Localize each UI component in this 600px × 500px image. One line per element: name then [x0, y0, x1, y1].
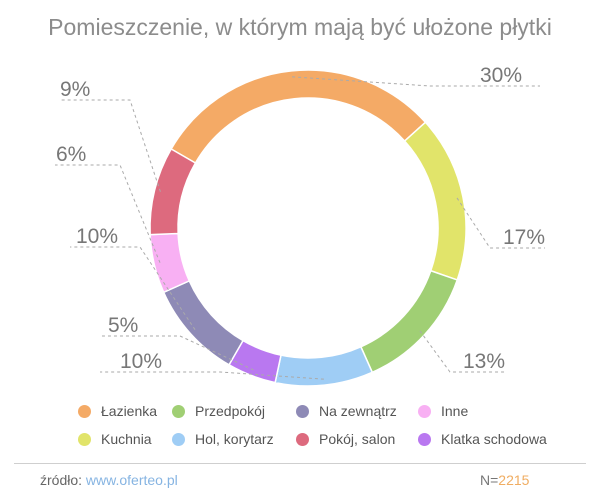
leader-line-hol-korytarz: [100, 371, 324, 380]
leader-line-na-zewnatrz: [70, 246, 196, 330]
legend-swatch: [172, 404, 185, 418]
legend-swatch: [78, 432, 91, 446]
slice-przedpokoj: [359, 269, 459, 374]
leader-line-przedpokoj: [419, 330, 505, 373]
legend-swatch: [418, 432, 431, 446]
source-note: źródło: www.oferteo.pl: [40, 472, 178, 488]
legend-item-kuchnia: Kuchnia: [78, 431, 152, 447]
legend-item-klatka-schodowa: Klatka schodowa: [418, 431, 547, 447]
percent-label-hol-korytarz: 10%: [120, 350, 162, 373]
source-prefix: źródło:: [40, 472, 86, 488]
legend-item-na-zewnatrz: Na zewnątrz: [296, 403, 397, 419]
source-link[interactable]: www.oferteo.pl: [85, 472, 178, 488]
legend-label: Łazienka: [101, 403, 158, 419]
slice-lazienka: [170, 69, 427, 165]
legend-label: Pokój, salon: [319, 431, 396, 447]
legend-swatch: [296, 432, 309, 446]
slice-pokoj-salon: [149, 147, 197, 236]
donut-chart: 30% 17% 13% 10% 5% 10% 6% 9%: [55, 64, 545, 387]
leader-line-pokoj-salon: [60, 99, 161, 192]
percent-label-przedpokoj: 13%: [463, 350, 505, 373]
percent-label-kuchnia: 17%: [503, 226, 545, 249]
legend-item-przedpokoj: Przedpokój: [172, 403, 265, 419]
chart-title: Pomieszczenie, w którym mają być ułożone…: [48, 14, 552, 40]
percent-label-inne: 6%: [56, 143, 86, 166]
leader-line-klatka-schodowa: [100, 335, 254, 371]
percent-label-na-zewnatrz: 10%: [76, 225, 118, 248]
sample-prefix: N=: [480, 472, 499, 488]
legend-swatch: [172, 432, 185, 446]
percent-label-pokoj-salon: 9%: [60, 78, 90, 101]
legend-label: Inne: [441, 403, 469, 419]
legend-item-lazienka: Łazienka: [78, 403, 157, 419]
legend-item-hol-korytarz: Hol, korytarz: [172, 431, 274, 447]
slice-kuchnia: [403, 121, 467, 281]
sample-size: N=2215: [480, 472, 529, 488]
legend-label: Kuchnia: [101, 431, 152, 447]
legend-label: Hol, korytarz: [195, 431, 274, 447]
leader-lines: [55, 76, 545, 380]
leader-line-kuchnia: [456, 197, 545, 249]
legend-label: Na zewnątrz: [319, 403, 397, 419]
legend-item-inne: Inne: [418, 403, 468, 419]
leader-line-lazienka: [292, 76, 540, 87]
legend-label: Przedpokój: [195, 403, 266, 419]
slice-inne: [149, 232, 191, 294]
percent-labels: 30% 17% 13% 10% 5% 10% 6% 9%: [56, 64, 545, 373]
legend-item-pokoj-salon: Pokój, salon: [296, 431, 395, 447]
footer-divider: [14, 463, 586, 464]
legend-swatch: [78, 404, 91, 418]
donut-slices: [149, 69, 467, 387]
percent-label-klatka-schodowa: 5%: [108, 314, 138, 337]
legend-swatch: [418, 404, 431, 418]
slice-na-zewnatrz: [162, 279, 245, 366]
percent-label-lazienka: 30%: [480, 64, 522, 87]
legend-swatch: [296, 404, 309, 418]
slice-hol-korytarz: [274, 345, 374, 387]
sample-value: 2215: [498, 472, 530, 488]
leader-line-inne: [55, 164, 161, 263]
legend-label: Klatka schodowa: [441, 431, 547, 447]
